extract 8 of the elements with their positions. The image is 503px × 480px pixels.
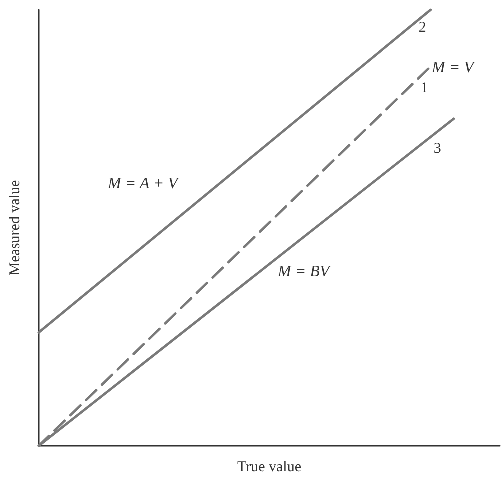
annotation: M = BV: [277, 264, 332, 280]
annotation: M = V: [431, 60, 476, 76]
series-label: 1: [420, 80, 428, 97]
series-label: 2: [418, 20, 426, 36]
annotation: M = A + V: [107, 176, 180, 192]
y-axis-title: Measured value: [8, 180, 24, 276]
series-label: 3: [434, 141, 442, 157]
x-axis-title: True value: [237, 460, 302, 476]
